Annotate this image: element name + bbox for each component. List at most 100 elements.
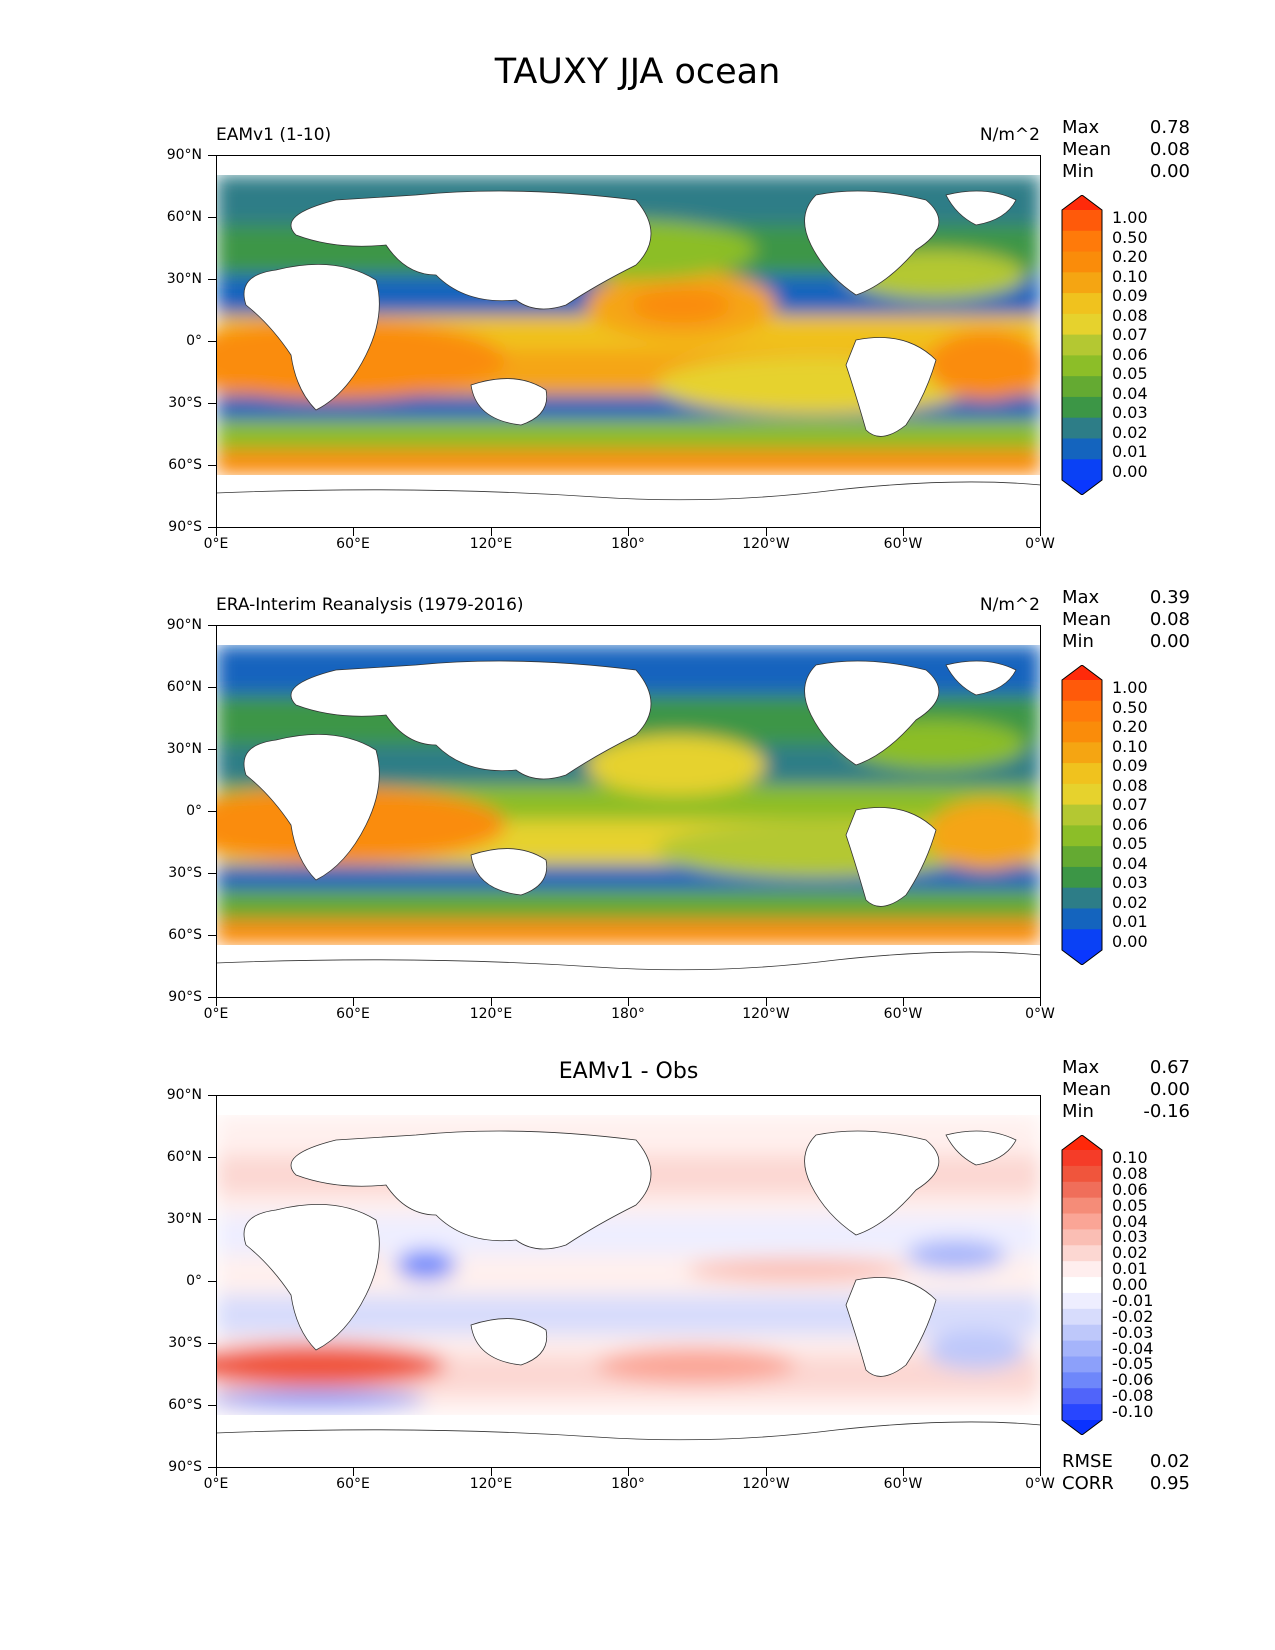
- lat-tick-label: 60°N: [166, 1149, 202, 1165]
- colorbar-segment: [1062, 1135, 1102, 1150]
- lon-tick-label: 0°W: [1025, 1006, 1055, 1022]
- colorbar-segment: [1062, 230, 1102, 253]
- colorbar-tick-label: 0.08: [1112, 1163, 1148, 1183]
- colorbar-tick-label: -0.02: [1112, 1306, 1154, 1326]
- map-canvas: [216, 625, 1041, 998]
- lon-tick-label: 0°E: [203, 1006, 229, 1022]
- panel-title: ERA-Interim Reanalysis (1979-2016): [216, 595, 524, 615]
- colorbar-tick-label: 0.06: [1112, 1179, 1148, 1199]
- map-canvas: [216, 155, 1041, 528]
- colorbar-segment: [1062, 1245, 1102, 1262]
- lat-tick-label: 90°N: [166, 147, 202, 163]
- lat-tick-label: 60°N: [166, 679, 202, 695]
- panel-title: EAMv1 - Obs: [558, 1059, 699, 1084]
- colorbar-tick-label: 0.03: [1112, 873, 1148, 893]
- map-model: [216, 155, 1041, 528]
- lon-tick-label: 120°W: [742, 1006, 790, 1022]
- colorbar-segment: [1062, 1165, 1102, 1183]
- colorbar-segment: [1062, 1404, 1102, 1421]
- lat-tick-label: 60°S: [168, 927, 202, 943]
- colorbar-tick-label: 0.05: [1112, 1195, 1148, 1215]
- colorbar-outline: [1061, 665, 1103, 965]
- lat-tick-label: 30°N: [166, 741, 202, 757]
- lon-tick-label: 0°W: [1025, 1476, 1055, 1492]
- colorbar-segment: [1062, 376, 1102, 398]
- colorbar-tick-label: 0.10: [1112, 1148, 1148, 1167]
- colorbar-tick-label: 0.50: [1112, 697, 1148, 717]
- lat-tick-label: 0°: [186, 1273, 202, 1289]
- panel-obs: ERA-Interim Reanalysis (1979-2016) N/m^2: [0, 587, 1275, 1065]
- lon-tick-label: 0°W: [1025, 536, 1055, 552]
- lat-tick-label: 30°N: [166, 1211, 202, 1227]
- colorbar-segment: [1062, 825, 1102, 847]
- land-layer: [216, 625, 1041, 998]
- colorbar-tick-label: 0.06: [1112, 814, 1148, 834]
- colorbar-segment: [1062, 480, 1102, 495]
- colorbar-tick-label: 1.00: [1112, 208, 1148, 227]
- colorbar: [1061, 665, 1103, 965]
- colorbar-outline: [1061, 195, 1103, 495]
- colorbar-segment: [1062, 846, 1102, 868]
- colorbar: [1061, 1135, 1103, 1435]
- colorbar-segment: [1062, 783, 1102, 806]
- colorbar-tick-label: 0.10: [1112, 736, 1148, 756]
- colorbar-tick-label: 0.50: [1112, 227, 1148, 247]
- colorbar-outline: [1061, 1135, 1103, 1435]
- colorbar-tick-label: 1.00: [1112, 678, 1148, 697]
- lon-tick-label: 60°W: [883, 1006, 923, 1022]
- lon-tick-label: 60°W: [883, 536, 923, 552]
- lat-tick-label: 90°S: [168, 989, 202, 1005]
- colorbar-tick-label: 0.08: [1112, 305, 1148, 325]
- colorbar-tick-label: -0.10: [1112, 1402, 1154, 1421]
- map-obs: [216, 625, 1041, 998]
- lon-tick-label: 0°E: [203, 1476, 229, 1492]
- colorbar-segment: [1062, 1292, 1102, 1310]
- colorbar-segment: [1062, 866, 1102, 889]
- lat-tick-label: 0°: [186, 333, 202, 349]
- lon-tick-label: 180°: [611, 536, 645, 552]
- figure-title: TAUXY JJA ocean: [494, 52, 781, 92]
- lon-tick-label: 120°E: [469, 1476, 513, 1492]
- lon-tick-label: 60°E: [336, 1476, 370, 1492]
- colorbar-segment: [1062, 1213, 1102, 1230]
- lon-tick-label: 120°W: [742, 1476, 790, 1492]
- lat-tick-label: 60°N: [166, 209, 202, 225]
- lat-tick-label: 30°S: [168, 1335, 202, 1351]
- colorbar-tick-label: 0.05: [1112, 364, 1148, 384]
- colorbar-segment: [1062, 1356, 1102, 1373]
- colorbar-segment: [1062, 313, 1102, 336]
- colorbar-tick-label: 0.03: [1112, 403, 1148, 423]
- colorbar-tick-label: -0.03: [1112, 1322, 1154, 1342]
- lat-tick-label: 90°S: [168, 1459, 202, 1475]
- colorbar-segment: [1062, 210, 1102, 232]
- lat-tick-label: 90°S: [168, 519, 202, 535]
- colorbar-tick-label: -0.04: [1112, 1338, 1154, 1358]
- colorbar-segment: [1062, 195, 1102, 210]
- colorbar-segment: [1062, 908, 1102, 930]
- lat-tick-label: 90°N: [166, 617, 202, 633]
- colorbar-tick-label: 0.20: [1112, 717, 1148, 737]
- colorbar-tick-label: 0.09: [1112, 756, 1148, 776]
- colorbar-tick-label: 0.02: [1112, 422, 1148, 442]
- colorbar-tick-label: 0.01: [1112, 1259, 1148, 1279]
- lat-tick-label: 30°S: [168, 395, 202, 411]
- colorbar-segment: [1062, 665, 1102, 680]
- colorbar-segment: [1062, 1324, 1102, 1342]
- colorbar-segment: [1062, 887, 1102, 909]
- lat-tick-label: 30°S: [168, 865, 202, 881]
- colorbar-tick-label: 0.00: [1112, 1275, 1148, 1294]
- colorbar-tick-label: -0.06: [1112, 1370, 1154, 1390]
- colorbar-tick-label: 0.10: [1112, 266, 1148, 286]
- colorbar-segment: [1062, 1340, 1102, 1357]
- panel-units: N/m^2: [979, 595, 1040, 615]
- land-layer: [216, 155, 1041, 528]
- lat-tick-label: 90°N: [166, 1087, 202, 1103]
- colorbar-tick-label: 0.01: [1112, 442, 1148, 462]
- colorbar-segment: [1062, 950, 1102, 965]
- colorbar-segment: [1062, 742, 1102, 764]
- map-diff: [216, 1095, 1041, 1468]
- land-layer: [216, 1095, 1041, 1468]
- colorbar-tick-label: 0.00: [1112, 932, 1148, 951]
- lon-tick-label: 120°E: [469, 1006, 513, 1022]
- colorbar-tick-label: 0.05: [1112, 834, 1148, 854]
